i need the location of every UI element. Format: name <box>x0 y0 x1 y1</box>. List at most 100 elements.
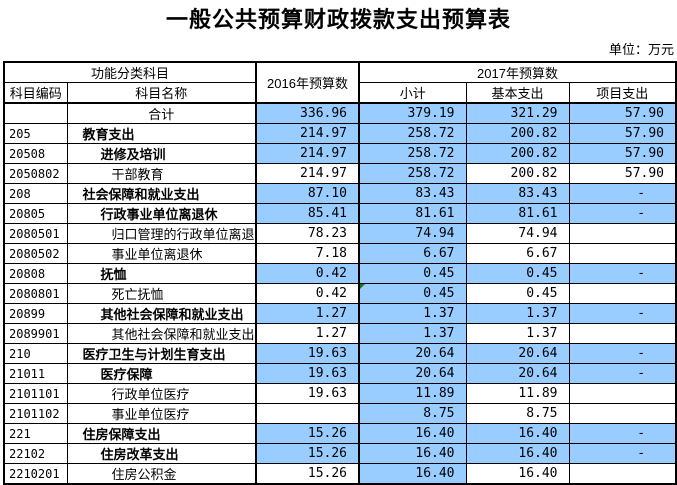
subtotal-2017-cell: 74.94 <box>358 223 467 244</box>
basic-expenditure-cell: 81.61 <box>465 203 570 224</box>
subtotal-2017-cell: 1.37 <box>358 303 467 324</box>
basic-expenditure-cell: 16.40 <box>465 423 570 444</box>
header-subject-code: 科目编码 <box>3 82 68 104</box>
basic-expenditure-cell: 16.40 <box>465 443 570 464</box>
budget-2016-cell: 87.10 <box>255 183 360 204</box>
subject-code-cell <box>3 102 68 124</box>
header-row-2: 科目编码 科目名称 小计 基本支出 项目支出 <box>3 82 677 104</box>
project-expenditure-cell <box>568 403 677 424</box>
subtotal-2017-cell: 258.72 <box>358 143 467 164</box>
subject-code-cell: 221 <box>3 423 68 444</box>
budget-2016-cell: 78.23 <box>255 223 360 244</box>
project-expenditure-cell <box>568 463 677 485</box>
budget-2016-cell: 19.63 <box>255 363 360 384</box>
header-func-group: 功能分类科目 <box>3 61 257 83</box>
project-expenditure-cell <box>568 283 677 304</box>
basic-expenditure-cell: 200.82 <box>465 123 570 144</box>
budget-2016-cell: 214.97 <box>255 143 360 164</box>
basic-expenditure-cell: 200.82 <box>465 163 570 184</box>
subtotal-2017-cell: 258.72 <box>358 123 467 144</box>
subtotal-2017-cell: 379.19 <box>358 102 467 124</box>
table-row: 20805 行政事业单位离退休 85.41 81.61 81.61- <box>3 203 677 224</box>
project-expenditure-cell <box>568 243 677 264</box>
subject-code-cell: 20508 <box>3 143 68 164</box>
subject-name-cell: 归口管理的行政单位离退 <box>66 223 257 244</box>
project-expenditure-cell: 57.90 <box>568 123 677 144</box>
table-row: 20808 抚恤 0.42 0.45 0.45- <box>3 263 677 284</box>
basic-expenditure-cell: 74.94 <box>465 223 570 244</box>
subject-name-cell: 教育支出 <box>66 123 257 144</box>
subtotal-2017-cell: 6.67 <box>358 243 467 264</box>
subject-name-cell: 抚恤 <box>66 263 257 284</box>
subtotal-2017-cell: 20.64 <box>358 343 467 364</box>
subject-code-cell: 21011 <box>3 363 68 384</box>
table-row: 20899 其他社会保障和就业支出 1.27 1.37 1.37- <box>3 303 677 324</box>
basic-expenditure-cell: 321.29 <box>465 102 570 124</box>
budget-2016-cell: 15.26 <box>255 443 360 464</box>
subject-name-cell: 干部教育 <box>66 163 257 184</box>
table-row: 2101101 行政单位医疗 19.63 11.89 11.89 <box>3 383 677 404</box>
project-expenditure-cell: - <box>568 203 677 224</box>
subject-code-cell: 208 <box>3 183 68 204</box>
table-row: 22102 住房改革支出 15.26 16.40 16.40- <box>3 443 677 464</box>
basic-expenditure-cell: 6.67 <box>465 243 570 264</box>
basic-expenditure-cell: 83.43 <box>465 183 570 204</box>
subtotal-2017-cell: 16.40 <box>358 423 467 444</box>
subject-code-cell: 2050802 <box>3 163 68 184</box>
budget-2016-cell: 214.97 <box>255 163 360 184</box>
subject-name-cell: 社会保障和就业支出 <box>66 183 257 204</box>
header-subject-name: 科目名称 <box>66 82 257 104</box>
subject-name-cell: 死亡抚恤 <box>66 283 257 304</box>
page-title: 一般公共预算财政拨款支出预算表 <box>165 7 511 32</box>
subject-code-cell: 2089901 <box>3 323 68 344</box>
budget-2016-cell: 15.26 <box>255 463 360 485</box>
table-row: 208 社会保障和就业支出 87.10 83.43 83.43- <box>3 183 677 204</box>
table-row: 2080501 归口管理的行政单位离退 78.23 74.94 74.94 <box>3 223 677 244</box>
subtotal-2017-cell: 11.89 <box>358 383 467 404</box>
budget-table: 功能分类科目 2016年预算数 2017年预算数 科目编码 科目名称 小计 基本… <box>3 61 677 485</box>
table-row: 20508 进修及培训 214.97 258.72 200.82 57.90 <box>3 143 677 164</box>
table-row: 221 住房保障支出 15.26 16.40 16.40- <box>3 423 677 444</box>
header-project-expenditure: 项目支出 <box>568 82 677 104</box>
subject-code-cell: 22102 <box>3 443 68 464</box>
table-row: 2050802 干部教育 214.97 258.72 200.82 57.90 <box>3 163 677 184</box>
budget-2016-cell: 85.41 <box>255 203 360 224</box>
subject-code-cell: 20805 <box>3 203 68 224</box>
project-expenditure-cell: - <box>568 423 677 444</box>
subject-name-cell: 其他社会保障和就业支出 <box>66 303 257 324</box>
subtotal-2017-cell: 8.75 <box>358 403 467 424</box>
basic-expenditure-cell: 1.37 <box>465 323 570 344</box>
subject-code-cell: 210 <box>3 343 68 364</box>
table-row: 2089901 其他社会保障和就业支出 1.27 1.37 1.37 <box>3 323 677 344</box>
basic-expenditure-cell: 1.37 <box>465 303 570 324</box>
subtotal-2017-cell: 20.64 <box>358 363 467 384</box>
budget-2016-cell: 19.63 <box>255 343 360 364</box>
budget-report-page: 一般公共预算财政拨款支出预算表 单位：万元 功能分类科目 2016年预算数 20… <box>0 5 677 485</box>
subject-name-cell: 住房公积金 <box>66 463 257 485</box>
subject-code-cell: 2210201 <box>3 463 68 485</box>
header-basic-expenditure: 基本支出 <box>465 82 570 104</box>
header-row-1: 功能分类科目 2016年预算数 2017年预算数 <box>3 61 677 104</box>
table-row: 2210201 住房公积金 15.26 16.40 16.40 <box>3 463 677 485</box>
project-expenditure-cell: - <box>568 343 677 364</box>
subject-name-cell: 住房保障支出 <box>66 423 257 444</box>
subtotal-2017-cell: 1.37 <box>358 323 467 344</box>
table-row: 2101102 事业单位医疗 8.75 8.75 <box>3 403 677 424</box>
cell-error-marker-icon <box>361 284 366 289</box>
project-expenditure-cell: - <box>568 443 677 464</box>
subject-name-cell: 行政事业单位离退休 <box>66 203 257 224</box>
basic-expenditure-cell: 0.45 <box>465 263 570 284</box>
budget-2016-cell: 1.27 <box>255 323 360 344</box>
basic-expenditure-cell: 16.40 <box>465 463 570 485</box>
table-row: 210 医疗卫生与计划生育支出 19.63 20.64 20.64- <box>3 343 677 364</box>
basic-expenditure-cell: 8.75 <box>465 403 570 424</box>
project-expenditure-cell: - <box>568 303 677 324</box>
subtotal-2017-cell: 16.40 <box>358 463 467 485</box>
header-2017-budget: 2017年预算数 <box>358 61 677 83</box>
project-expenditure-cell: - <box>568 363 677 384</box>
subject-code-cell: 2101102 <box>3 403 68 424</box>
basic-expenditure-cell: 11.89 <box>465 383 570 404</box>
budget-2016-cell: 1.27 <box>255 303 360 324</box>
budget-2016-cell: 214.97 <box>255 123 360 144</box>
subtotal-2017-cell: 16.40 <box>358 443 467 464</box>
